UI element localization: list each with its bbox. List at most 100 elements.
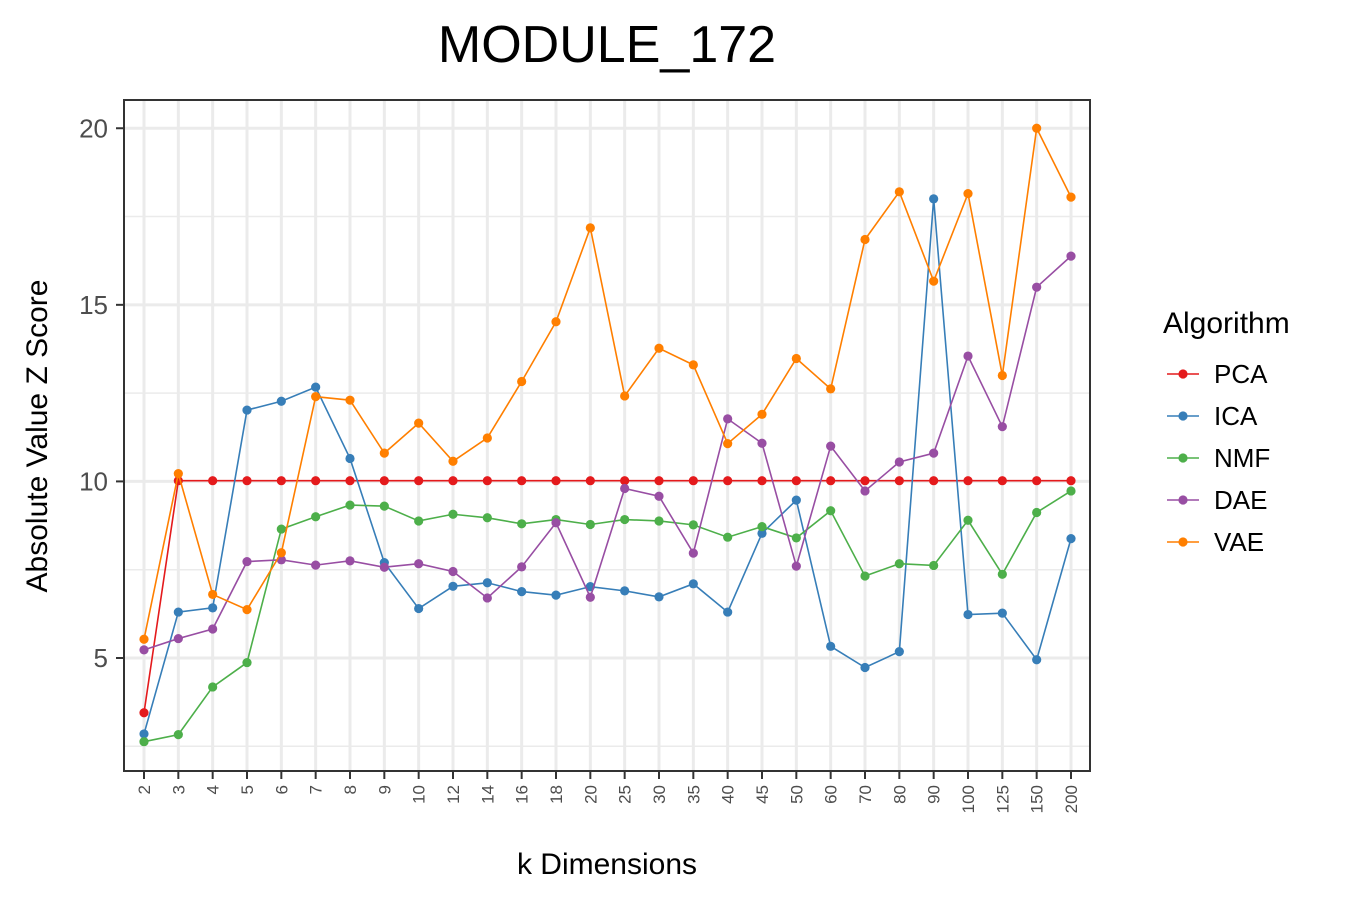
data-point-ica bbox=[551, 590, 561, 600]
data-point-pca bbox=[929, 476, 939, 486]
data-point-dae bbox=[208, 624, 218, 634]
data-point-dae bbox=[482, 593, 492, 603]
series-line-pca bbox=[143, 479, 1071, 713]
data-point-dae bbox=[894, 457, 904, 467]
data-point-nmf bbox=[517, 519, 527, 529]
data-point-ica bbox=[139, 729, 149, 739]
data-point-dae bbox=[997, 422, 1007, 432]
data-point-pca bbox=[620, 476, 630, 486]
data-point-ica bbox=[448, 581, 458, 591]
data-point-vae bbox=[1032, 123, 1042, 133]
x-tick-label: 9 bbox=[375, 785, 394, 794]
data-point-nmf bbox=[1032, 507, 1042, 518]
x-tick-label: 50 bbox=[787, 785, 806, 804]
data-point-dae bbox=[585, 592, 595, 602]
data-point-pca bbox=[997, 476, 1007, 486]
data-point-vae bbox=[654, 343, 664, 353]
data-point-nmf bbox=[345, 500, 355, 510]
x-tick-label: 4 bbox=[204, 785, 223, 794]
y-tick-label: 10 bbox=[79, 466, 108, 496]
data-point-dae bbox=[791, 561, 801, 571]
data-point-vae bbox=[757, 409, 767, 419]
data-point-dae bbox=[620, 483, 630, 494]
x-tick-label: 125 bbox=[993, 785, 1012, 813]
x-tick-label: 16 bbox=[513, 785, 532, 804]
data-point-ica bbox=[482, 578, 492, 588]
x-tick-label: 5 bbox=[238, 785, 257, 794]
data-point-nmf bbox=[208, 682, 218, 692]
data-point-vae bbox=[139, 634, 149, 644]
data-point-vae bbox=[963, 188, 973, 199]
data-point-vae bbox=[482, 433, 492, 443]
plot-panel-border bbox=[123, 99, 1091, 772]
data-point-dae bbox=[414, 559, 424, 569]
data-point-pca bbox=[482, 476, 492, 486]
data-point-pca bbox=[654, 476, 664, 486]
legend-label: VAE bbox=[1214, 527, 1264, 557]
x-tick-label: 35 bbox=[684, 785, 703, 804]
data-point-dae bbox=[379, 562, 389, 572]
data-point-nmf bbox=[448, 509, 458, 519]
data-point-vae bbox=[688, 360, 698, 370]
legend-key-point bbox=[1178, 537, 1188, 547]
data-point-vae bbox=[791, 353, 801, 364]
x-axis-label: k Dimensions bbox=[517, 848, 697, 881]
data-point-dae bbox=[654, 491, 664, 501]
data-point-pca bbox=[894, 476, 904, 486]
x-tick-label: 40 bbox=[719, 785, 738, 804]
data-point-pca bbox=[723, 476, 733, 486]
series-line-nmf bbox=[143, 490, 1072, 743]
legend-item-dae: DAE bbox=[1167, 485, 1267, 515]
data-point-nmf bbox=[791, 533, 801, 543]
data-point-nmf bbox=[139, 737, 149, 747]
legend-item-pca: PCA bbox=[1167, 359, 1268, 389]
data-point-vae bbox=[173, 469, 183, 479]
data-point-nmf bbox=[860, 571, 870, 581]
data-point-nmf bbox=[997, 569, 1007, 579]
data-point-pca bbox=[860, 476, 870, 486]
data-point-nmf bbox=[723, 532, 733, 542]
data-point-pca bbox=[414, 476, 424, 486]
legend-title: Algorithm bbox=[1163, 307, 1290, 340]
legend-key-point bbox=[1178, 495, 1188, 505]
data-point-pca bbox=[791, 476, 801, 486]
data-point-pca bbox=[963, 476, 973, 486]
data-point-nmf bbox=[1066, 486, 1076, 496]
x-tick-label: 8 bbox=[341, 785, 360, 794]
series-layer bbox=[139, 123, 1076, 747]
legend-label: PCA bbox=[1214, 359, 1268, 389]
data-point-pca bbox=[379, 476, 389, 486]
data-point-ica bbox=[757, 528, 767, 538]
data-point-pca bbox=[826, 476, 836, 486]
data-point-vae bbox=[208, 589, 218, 600]
data-point-vae bbox=[345, 395, 355, 405]
data-point-vae bbox=[723, 439, 733, 449]
data-point-pca bbox=[345, 476, 355, 486]
x-tick-label: 10 bbox=[410, 785, 429, 804]
data-point-dae bbox=[860, 486, 870, 496]
data-point-vae bbox=[242, 605, 252, 615]
data-point-nmf bbox=[482, 513, 492, 523]
x-tick-label: 25 bbox=[616, 785, 635, 804]
y-tick-label: 5 bbox=[94, 643, 108, 673]
series-pca bbox=[139, 476, 1076, 718]
y-tick-label: 15 bbox=[79, 290, 108, 320]
data-point-vae bbox=[860, 234, 870, 245]
series-line-vae bbox=[143, 125, 1072, 640]
data-point-pca bbox=[517, 476, 527, 486]
data-point-dae bbox=[517, 562, 527, 572]
data-point-pca bbox=[242, 476, 252, 486]
data-point-ica bbox=[654, 592, 664, 602]
data-point-vae bbox=[414, 418, 424, 428]
legend-item-ica: ICA bbox=[1167, 401, 1258, 431]
data-point-vae bbox=[448, 456, 458, 466]
data-point-vae bbox=[517, 376, 527, 387]
data-point-pca bbox=[276, 476, 286, 486]
series-line-ica bbox=[143, 198, 1072, 735]
data-point-ica bbox=[963, 609, 973, 620]
data-point-pca bbox=[1066, 476, 1076, 486]
data-point-vae bbox=[620, 391, 630, 401]
data-point-nmf bbox=[963, 515, 973, 525]
